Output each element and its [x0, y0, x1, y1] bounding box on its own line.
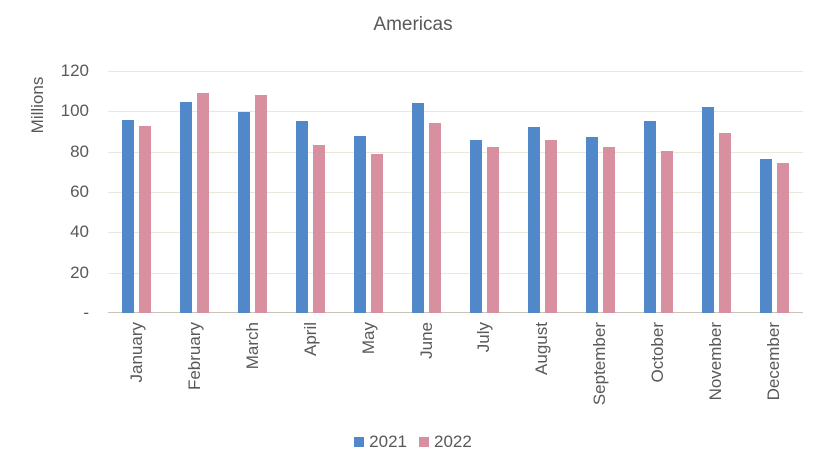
x-tick-label-july: July — [474, 322, 494, 353]
bar-2022-august — [544, 139, 557, 313]
bar-2021-june — [412, 103, 425, 313]
y-tick-label-60: 60 — [70, 182, 89, 201]
y-tick-label-40: 40 — [70, 222, 89, 242]
bar-2021-july — [469, 139, 482, 313]
y-tick-label-20: 20 — [70, 262, 89, 282]
x-tick-label-april: April — [300, 322, 320, 357]
bar-2022-march — [255, 95, 268, 313]
x-tick-label-january: January — [126, 322, 146, 383]
bar-2021-september — [585, 136, 598, 313]
chart-title: Americas — [373, 14, 453, 35]
y-tick-label-80: 80 — [70, 141, 89, 161]
gridline-y-100 — [108, 111, 803, 113]
gridline-y-60 — [108, 192, 803, 193]
bar-2021-may — [354, 135, 367, 313]
bar-2021-january — [122, 120, 135, 313]
bar-2021-march — [238, 112, 251, 313]
gridline-y-120 — [108, 71, 803, 72]
bar-2022-february — [197, 93, 210, 313]
bar-2021-december — [759, 158, 772, 313]
bar-2022-april — [313, 144, 326, 313]
bar-2022-june — [429, 123, 442, 313]
x-tick-label-march: March — [242, 322, 262, 370]
legend: 2021 2022 — [0, 433, 826, 451]
legend-item-2022: 2022 — [419, 433, 472, 451]
y-tick-label-100: 100 — [60, 101, 89, 121]
bar-2022-may — [371, 153, 384, 313]
x-tick-label-june: June — [416, 322, 436, 359]
gridline-y-20 — [108, 272, 803, 274]
plot-area — [108, 71, 803, 313]
y-tick-label-120: 120 — [60, 61, 89, 80]
bar-2022-november — [718, 132, 731, 313]
bar-2021-april — [296, 121, 309, 313]
x-tick-label-february: February — [184, 322, 204, 391]
x-axis-line — [108, 312, 803, 313]
x-tick-label-may: May — [358, 322, 378, 355]
bar-2021-august — [527, 127, 540, 313]
legend-item-2021: 2021 — [354, 433, 407, 451]
x-tick-label-october: October — [648, 322, 668, 383]
x-tick-label-august: August — [532, 322, 552, 375]
y-tick-label-0: - — [83, 303, 89, 322]
bar-2022-september — [602, 146, 615, 313]
gridline-y-80 — [108, 151, 803, 153]
bar-2021-november — [701, 107, 714, 313]
legend-swatch-icon — [419, 437, 429, 447]
x-tick-label-december: December — [764, 322, 784, 401]
x-tick-label-september: September — [590, 322, 610, 406]
legend-label: 2021 — [369, 432, 407, 451]
bar-2021-october — [643, 121, 656, 313]
bar-2021-february — [180, 102, 193, 313]
x-tick-label-november: November — [706, 322, 726, 401]
bar-2022-october — [660, 150, 673, 313]
bar-2022-january — [139, 126, 152, 313]
legend-swatch-icon — [354, 437, 365, 447]
bar-2022-july — [486, 146, 499, 313]
bar-2022-december — [776, 162, 789, 313]
legend-label: 2022 — [434, 432, 472, 451]
gridline-y-40 — [108, 232, 803, 234]
